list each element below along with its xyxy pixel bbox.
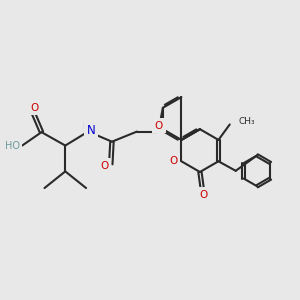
Text: O: O [100, 161, 108, 171]
Text: HO: HO [5, 140, 20, 151]
Text: O: O [169, 156, 177, 166]
Text: O: O [30, 103, 38, 113]
Text: H: H [82, 122, 89, 131]
Text: N: N [87, 124, 95, 136]
Text: O: O [200, 190, 208, 200]
Text: O: O [155, 121, 163, 130]
Text: CH₃: CH₃ [238, 117, 255, 126]
